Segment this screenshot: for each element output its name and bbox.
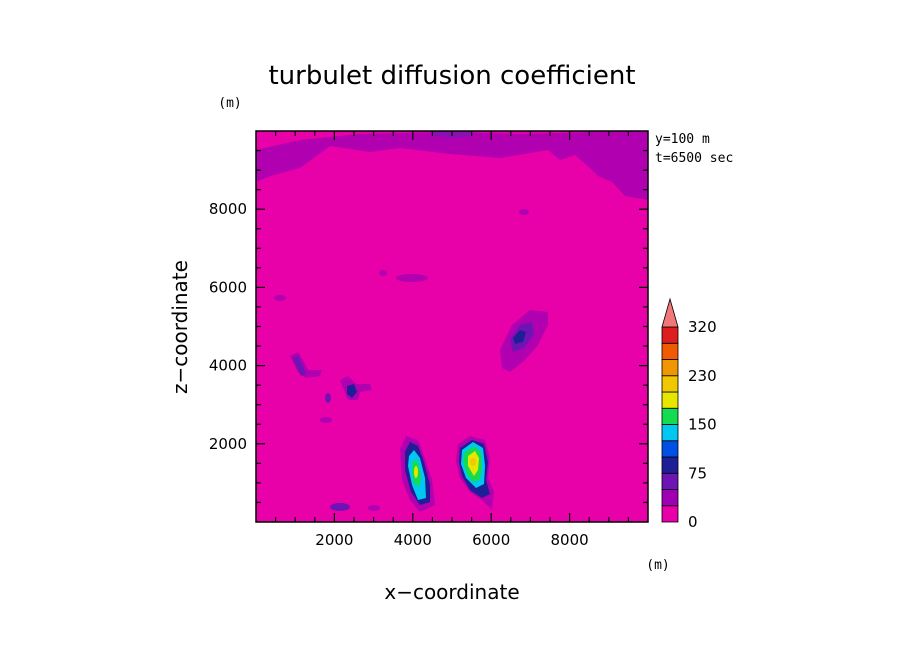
colorbar-label: 75 [688, 464, 707, 482]
colorbar-segment [661, 424, 679, 442]
x-tick-label: 6000 [472, 531, 510, 549]
colorbar-segment [661, 489, 679, 507]
colorbar [661, 297, 679, 523]
y-tick-label: 2000 [209, 435, 247, 453]
x-unit-label: (m) [646, 558, 669, 573]
x-tick-label: 4000 [394, 531, 432, 549]
y-tick-label: 4000 [209, 357, 247, 375]
tick-labels: 2000 4000 6000 8000 2000 4000 6000 8000 [209, 200, 589, 549]
patch-1100-core [293, 356, 306, 376]
y-tick-label: 6000 [209, 278, 247, 296]
colorbar-extend-arrow [661, 297, 679, 328]
colorbar-segment [661, 472, 679, 490]
colorbar-segment [661, 375, 679, 393]
patch-mid [396, 274, 428, 282]
x-tick-label: 8000 [551, 531, 589, 549]
upper-layer-contour [256, 131, 648, 200]
patch-bottom-a [330, 503, 350, 511]
plume-5600-core [470, 458, 476, 466]
y-tick-label: 8000 [209, 200, 247, 218]
colorbar-label: 150 [688, 416, 717, 434]
patch-tiny-b [274, 295, 286, 301]
colorbar-segment [661, 391, 679, 409]
plume-4000-core [414, 466, 418, 478]
colorbar-label: 230 [688, 367, 717, 385]
annotation-y: y=100 m [655, 132, 710, 147]
x-tick-label: 2000 [315, 531, 353, 549]
colorbar-label: 320 [688, 318, 717, 336]
colorbar-labels: 0 75 150 230 320 [688, 318, 717, 531]
patch-1900-core [325, 393, 331, 403]
patch-2400-core [347, 384, 357, 398]
colorbar-segment [661, 505, 679, 523]
plot-background [256, 131, 648, 522]
colorbar-segment [661, 440, 679, 458]
patch-6600-core [513, 330, 526, 344]
plot-area [255, 130, 649, 523]
colorbar-segment [661, 326, 679, 344]
y-axis-label: z−coordinate [168, 260, 192, 394]
colorbar-segment [661, 407, 679, 425]
colorbar-segment [661, 342, 679, 360]
annotation-t: t=6500 sec [655, 151, 733, 166]
axis-ticks [256, 131, 648, 522]
colorbar-label: 0 [688, 513, 698, 531]
x-axis-label: x−coordinate [384, 580, 519, 604]
colorbar-segment [661, 456, 679, 474]
y-unit-label: (m) [218, 96, 241, 111]
colorbar-segment [661, 359, 679, 377]
patch-tiny-c [519, 209, 529, 215]
upper-layer-core [430, 131, 472, 138]
patch-tiny-d [320, 417, 332, 423]
patch-bottom-b [368, 505, 380, 511]
chart-title: turbulet diffusion coefficient [268, 61, 635, 91]
patch-tiny-a [379, 270, 387, 276]
